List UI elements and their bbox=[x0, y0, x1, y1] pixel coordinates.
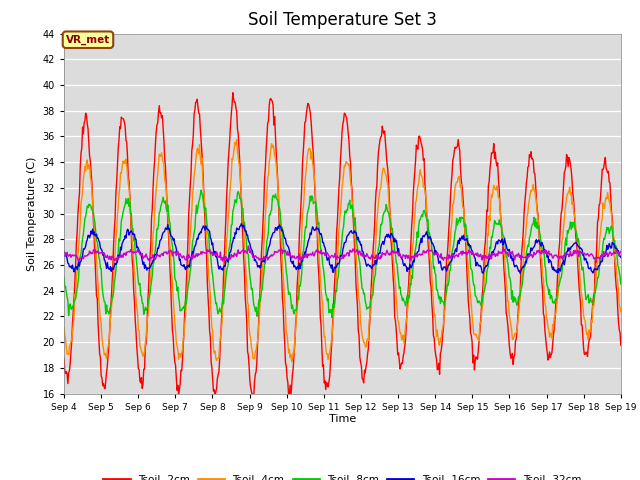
X-axis label: Time: Time bbox=[329, 414, 356, 424]
Title: Soil Temperature Set 3: Soil Temperature Set 3 bbox=[248, 11, 437, 29]
Legend: Tsoil -2cm, Tsoil -4cm, Tsoil -8cm, Tsoil -16cm, Tsoil -32cm: Tsoil -2cm, Tsoil -4cm, Tsoil -8cm, Tsoi… bbox=[99, 471, 586, 480]
Text: VR_met: VR_met bbox=[66, 35, 110, 45]
Y-axis label: Soil Temperature (C): Soil Temperature (C) bbox=[27, 156, 37, 271]
